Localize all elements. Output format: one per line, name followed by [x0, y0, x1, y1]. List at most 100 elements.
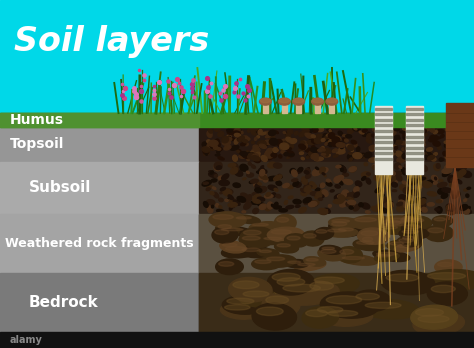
Ellipse shape	[320, 185, 324, 187]
Ellipse shape	[305, 148, 311, 152]
Ellipse shape	[230, 137, 235, 141]
Ellipse shape	[466, 159, 468, 161]
Bar	[296, 103, 301, 113]
Ellipse shape	[358, 228, 389, 244]
Ellipse shape	[341, 167, 346, 173]
Ellipse shape	[243, 178, 246, 180]
Ellipse shape	[302, 145, 307, 150]
Ellipse shape	[301, 192, 307, 196]
Ellipse shape	[451, 146, 458, 151]
Bar	[0, 273, 199, 332]
Bar	[406, 119, 423, 121]
Ellipse shape	[465, 206, 470, 210]
Ellipse shape	[346, 195, 350, 198]
Ellipse shape	[279, 155, 282, 158]
Ellipse shape	[242, 248, 260, 252]
Ellipse shape	[361, 231, 378, 236]
Ellipse shape	[259, 173, 266, 180]
Ellipse shape	[251, 165, 255, 168]
Ellipse shape	[389, 175, 395, 181]
Ellipse shape	[277, 217, 289, 222]
Ellipse shape	[402, 153, 409, 159]
Ellipse shape	[229, 199, 236, 202]
Ellipse shape	[388, 203, 393, 208]
Ellipse shape	[217, 150, 220, 153]
Ellipse shape	[451, 195, 456, 198]
Ellipse shape	[249, 181, 253, 183]
Ellipse shape	[222, 140, 230, 145]
Ellipse shape	[234, 215, 260, 224]
Ellipse shape	[253, 199, 261, 203]
Ellipse shape	[414, 133, 419, 138]
Ellipse shape	[216, 148, 221, 150]
Ellipse shape	[301, 144, 304, 147]
Ellipse shape	[450, 132, 454, 135]
Ellipse shape	[362, 129, 367, 132]
Ellipse shape	[326, 182, 332, 186]
Ellipse shape	[415, 198, 420, 203]
Ellipse shape	[310, 282, 333, 290]
Ellipse shape	[234, 128, 240, 132]
Ellipse shape	[392, 182, 397, 186]
Ellipse shape	[374, 133, 380, 137]
Ellipse shape	[229, 206, 232, 210]
Ellipse shape	[271, 154, 275, 157]
Bar	[375, 158, 392, 160]
Ellipse shape	[394, 147, 398, 149]
Ellipse shape	[438, 146, 441, 150]
Ellipse shape	[240, 227, 272, 244]
Ellipse shape	[274, 206, 282, 209]
Ellipse shape	[232, 131, 240, 136]
Ellipse shape	[347, 154, 354, 160]
Ellipse shape	[422, 154, 427, 157]
Ellipse shape	[399, 200, 405, 204]
Ellipse shape	[328, 219, 356, 234]
Bar	[446, 103, 474, 167]
Ellipse shape	[330, 190, 334, 192]
Ellipse shape	[321, 168, 328, 172]
Ellipse shape	[309, 201, 317, 207]
Ellipse shape	[376, 188, 384, 194]
Ellipse shape	[433, 182, 437, 184]
Ellipse shape	[268, 185, 277, 190]
Ellipse shape	[336, 143, 345, 147]
Ellipse shape	[445, 154, 454, 160]
Ellipse shape	[216, 166, 222, 169]
Ellipse shape	[263, 178, 268, 182]
Ellipse shape	[222, 243, 237, 247]
Bar	[199, 214, 474, 273]
Ellipse shape	[361, 155, 366, 158]
Ellipse shape	[382, 142, 386, 145]
Ellipse shape	[275, 131, 278, 134]
Ellipse shape	[455, 179, 459, 182]
Bar	[0, 214, 199, 273]
Text: alamy: alamy	[9, 335, 42, 345]
Ellipse shape	[245, 138, 250, 141]
Ellipse shape	[427, 148, 432, 151]
Ellipse shape	[292, 179, 298, 182]
Ellipse shape	[428, 127, 431, 130]
Ellipse shape	[353, 153, 362, 159]
Ellipse shape	[322, 247, 335, 250]
Ellipse shape	[319, 167, 326, 173]
Ellipse shape	[340, 201, 347, 207]
Ellipse shape	[382, 198, 386, 203]
Ellipse shape	[379, 208, 389, 213]
Ellipse shape	[310, 182, 316, 189]
Ellipse shape	[312, 98, 323, 103]
Ellipse shape	[290, 168, 296, 174]
Ellipse shape	[463, 155, 468, 159]
Ellipse shape	[237, 150, 241, 153]
Ellipse shape	[267, 176, 277, 181]
Ellipse shape	[420, 149, 426, 152]
Ellipse shape	[338, 147, 345, 153]
Ellipse shape	[339, 195, 343, 197]
Ellipse shape	[209, 171, 213, 172]
Ellipse shape	[318, 149, 323, 152]
Ellipse shape	[345, 197, 348, 199]
Ellipse shape	[426, 180, 433, 184]
Ellipse shape	[371, 206, 380, 212]
Ellipse shape	[347, 128, 354, 134]
Ellipse shape	[252, 303, 296, 330]
Ellipse shape	[313, 139, 318, 141]
